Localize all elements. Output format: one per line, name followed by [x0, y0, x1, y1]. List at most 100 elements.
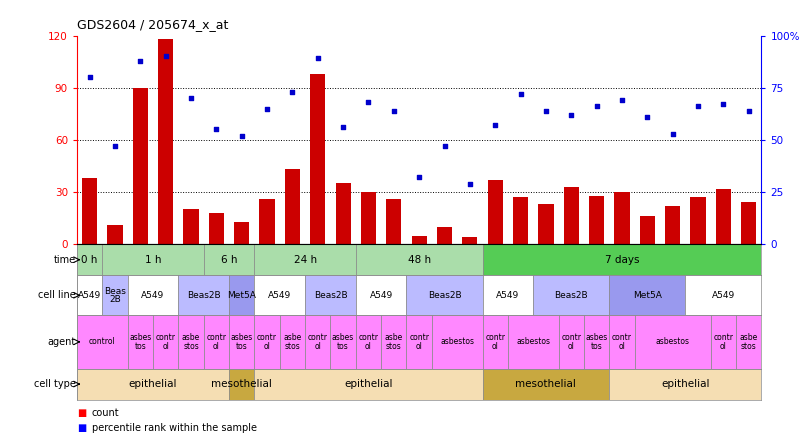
Bar [153, 315, 178, 369]
Text: asbestos: asbestos [440, 337, 474, 346]
Bar [254, 369, 483, 400]
Bar [356, 315, 382, 369]
Text: 24 h: 24 h [293, 255, 317, 265]
Bar [488, 180, 503, 244]
Text: Beas2B: Beas2B [555, 291, 588, 300]
Bar [386, 199, 402, 244]
Point [590, 103, 603, 110]
Bar [133, 88, 148, 244]
Bar [665, 206, 680, 244]
Bar [305, 315, 330, 369]
Bar [102, 275, 128, 315]
Bar [716, 189, 731, 244]
Bar [259, 199, 275, 244]
Bar [330, 315, 356, 369]
Bar [564, 187, 579, 244]
Bar [77, 275, 102, 315]
Point [210, 126, 223, 133]
Bar [203, 244, 254, 275]
Text: ■: ■ [77, 424, 86, 433]
Point [362, 99, 375, 106]
Text: contr
ol: contr ol [207, 333, 226, 350]
Point [160, 53, 173, 60]
Bar [305, 275, 356, 315]
Text: contr
ol: contr ol [308, 333, 328, 350]
Text: epithelial: epithelial [661, 379, 710, 389]
Bar [77, 244, 102, 275]
Bar [483, 275, 533, 315]
Bar [584, 315, 609, 369]
Bar [178, 315, 203, 369]
Text: asbes
tos: asbes tos [586, 333, 608, 350]
Bar [254, 275, 305, 315]
Text: A549: A549 [497, 291, 519, 300]
Text: count: count [92, 408, 119, 418]
Bar [361, 192, 376, 244]
Point [185, 95, 198, 102]
Bar [108, 225, 122, 244]
Bar [158, 39, 173, 244]
Bar [609, 369, 761, 400]
Bar [463, 237, 477, 244]
Point [692, 103, 705, 110]
Text: Met5A: Met5A [228, 291, 256, 300]
Text: asbestos: asbestos [516, 337, 550, 346]
Bar [77, 369, 229, 400]
Text: mesothelial: mesothelial [515, 379, 577, 389]
Point [286, 88, 299, 95]
Text: asbe
stos: asbe stos [182, 333, 200, 350]
Bar [254, 244, 356, 275]
Text: A549: A549 [78, 291, 101, 300]
Bar [209, 213, 224, 244]
Text: Beas2B: Beas2B [313, 291, 347, 300]
Text: asbe
stos: asbe stos [740, 333, 758, 350]
Bar [411, 235, 427, 244]
Text: mesothelial: mesothelial [211, 379, 272, 389]
Point [387, 107, 400, 114]
Bar [335, 183, 351, 244]
Bar [609, 315, 635, 369]
Bar [229, 315, 254, 369]
Bar [128, 275, 178, 315]
Bar [483, 244, 761, 275]
Text: contr
ol: contr ol [612, 333, 632, 350]
Text: contr
ol: contr ol [409, 333, 429, 350]
Bar [407, 315, 432, 369]
Bar [539, 204, 553, 244]
Text: contr
ol: contr ol [156, 333, 176, 350]
Point [463, 180, 476, 187]
Text: 7 days: 7 days [605, 255, 639, 265]
Point [134, 57, 147, 64]
Text: A549: A549 [369, 291, 393, 300]
Bar [178, 275, 229, 315]
Text: cell line: cell line [38, 290, 75, 300]
Text: asbe
stos: asbe stos [284, 333, 301, 350]
Bar [183, 210, 198, 244]
Bar [82, 178, 97, 244]
Bar [533, 275, 609, 315]
Text: agent: agent [48, 337, 75, 347]
Bar [685, 275, 761, 315]
Text: contr
ol: contr ol [714, 333, 733, 350]
Bar [128, 315, 153, 369]
Bar [710, 315, 736, 369]
Bar [407, 275, 483, 315]
Text: 0 h: 0 h [82, 255, 98, 265]
Point [717, 101, 730, 108]
Text: A549: A549 [142, 291, 164, 300]
Bar [559, 315, 584, 369]
Text: 48 h: 48 h [407, 255, 431, 265]
Point [261, 105, 274, 112]
Bar [432, 315, 483, 369]
Bar [382, 315, 407, 369]
Text: cell type: cell type [34, 379, 75, 389]
Point [616, 97, 629, 104]
Text: Beas2B: Beas2B [187, 291, 220, 300]
Point [641, 113, 654, 120]
Bar [736, 315, 761, 369]
Point [109, 143, 122, 150]
Point [742, 107, 755, 114]
Bar [483, 369, 609, 400]
Point [311, 55, 324, 62]
Bar [310, 74, 326, 244]
